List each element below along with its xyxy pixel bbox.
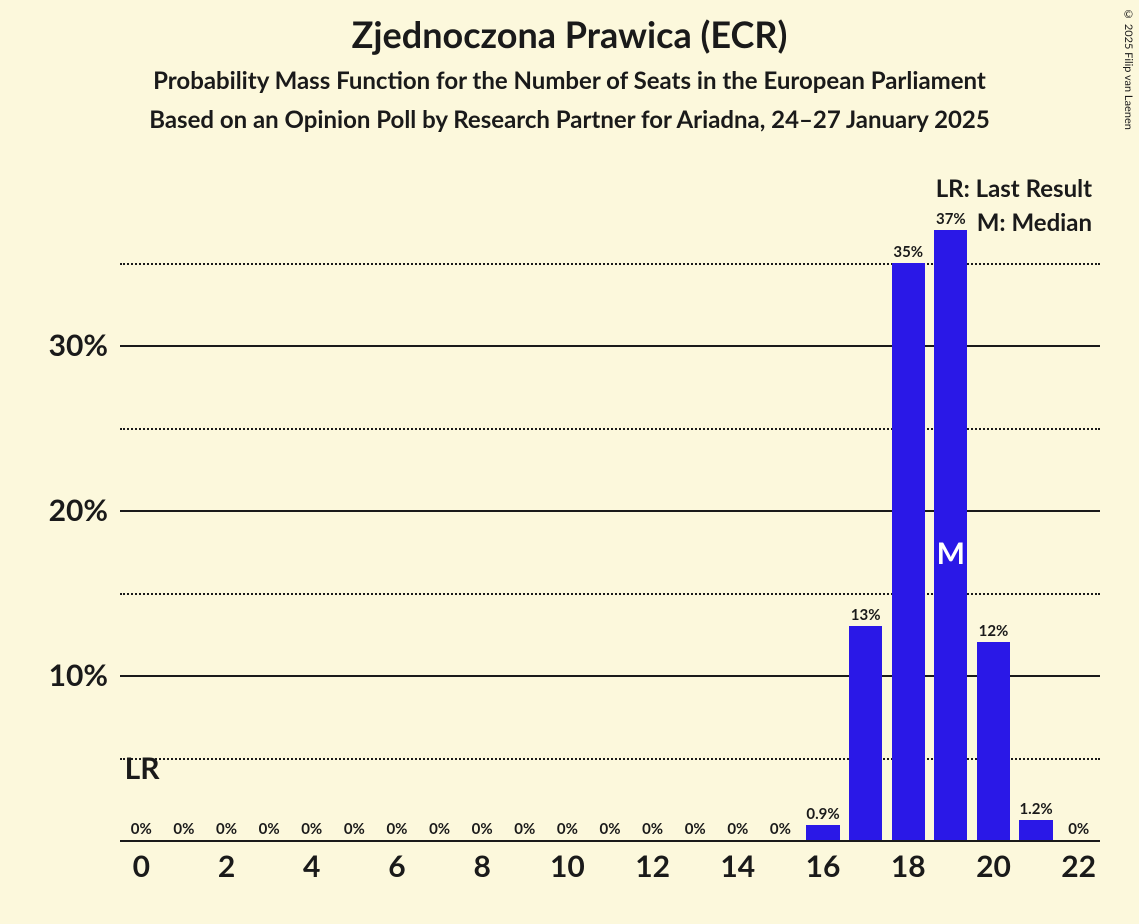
chart-area: 10%20%30%0%0%0%0%0%0%0%0%0%0%0%0%0%0%0%0…	[20, 180, 1100, 900]
x-tick-label: 10	[550, 848, 585, 884]
x-tick-label: 6	[388, 848, 405, 884]
last-result-marker: LR	[125, 750, 160, 786]
plot-region: 10%20%30%0%0%0%0%0%0%0%0%0%0%0%0%0%0%0%0…	[120, 180, 1100, 840]
bar-value-label: 35%	[893, 243, 923, 261]
bar-value-label: 0%	[216, 820, 237, 838]
bar-value-label: 1.2%	[1019, 800, 1052, 818]
chart-subtitle-2: Based on an Opinion Poll by Research Par…	[0, 105, 1139, 134]
bar-value-label: 0%	[429, 820, 450, 838]
bar-value-label: 0%	[685, 820, 706, 838]
bar-value-label: 0%	[259, 820, 280, 838]
x-tick-label: 16	[806, 848, 841, 884]
bar	[977, 642, 1010, 840]
bar-value-label: 0%	[1068, 820, 1089, 838]
bar-value-label: 0%	[472, 820, 493, 838]
bar-value-label: 0%	[770, 820, 791, 838]
x-tick-label: 20	[976, 848, 1011, 884]
chart-title: Zjednoczona Prawica (ECR)	[0, 12, 1139, 56]
bar-value-label: 13%	[851, 606, 881, 624]
median-marker: M	[937, 535, 965, 571]
x-tick-label: 18	[891, 848, 926, 884]
bar	[1019, 820, 1052, 840]
x-tick-label: 4	[303, 848, 320, 884]
gridline-major	[120, 840, 1100, 842]
legend-median: M: Median	[977, 208, 1092, 237]
x-tick-label: 2	[218, 848, 235, 884]
x-tick-label: 0	[133, 848, 150, 884]
x-tick-label: 22	[1061, 848, 1096, 884]
chart-subtitle-1: Probability Mass Function for the Number…	[0, 66, 1139, 95]
bar-value-label: 0%	[600, 820, 621, 838]
bar-value-label: 0%	[386, 820, 407, 838]
bar	[806, 825, 839, 840]
x-tick-label: 12	[635, 848, 670, 884]
copyright-text: © 2025 Filip van Laenen	[1122, 8, 1135, 130]
bar-value-label: 0%	[727, 820, 748, 838]
y-tick-label: 30%	[49, 327, 108, 363]
bar-value-label: 0%	[131, 820, 152, 838]
bar-value-label: 0%	[173, 820, 194, 838]
x-tick-label: 14	[720, 848, 755, 884]
bar-value-label: 0.9%	[806, 805, 839, 823]
bar-value-label: 37%	[936, 210, 966, 228]
y-tick-label: 10%	[49, 657, 108, 693]
y-tick-label: 20%	[49, 492, 108, 528]
x-tick-label: 8	[473, 848, 490, 884]
bar-value-label: 0%	[344, 820, 365, 838]
bar	[849, 626, 882, 841]
bar-value-label: 12%	[979, 622, 1009, 640]
bar-value-label: 0%	[557, 820, 578, 838]
bar-value-label: 0%	[301, 820, 322, 838]
bar-value-label: 0%	[642, 820, 663, 838]
legend-last-result: LR: Last Result	[936, 174, 1092, 203]
bar	[892, 263, 925, 841]
bar-value-label: 0%	[514, 820, 535, 838]
